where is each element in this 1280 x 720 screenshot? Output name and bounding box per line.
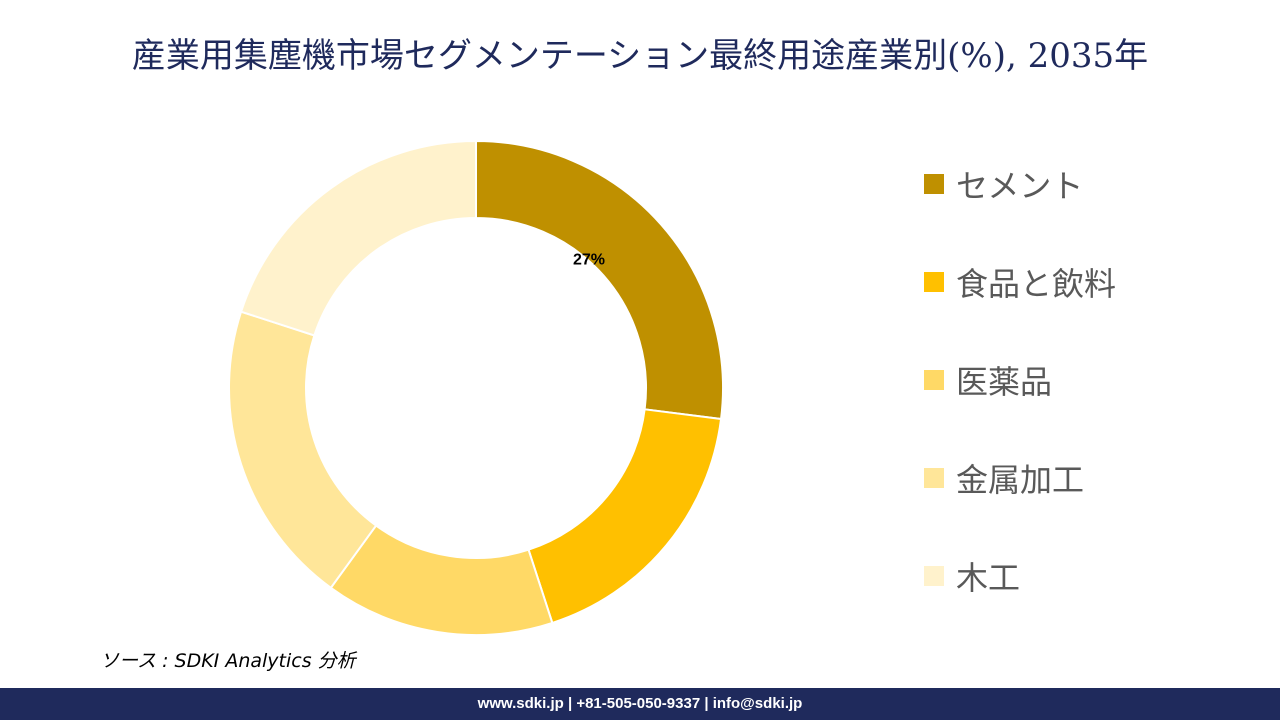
donut-slice-food-beverage	[527, 408, 723, 625]
legend-swatch-food-beverage	[924, 272, 944, 292]
donut-slice-woodworking	[239, 139, 477, 337]
legend-item-metalworking: 金属加工	[924, 454, 1264, 502]
legend-item-woodworking: 木工	[924, 552, 1264, 600]
footer-contact-bar: www.sdki.jp | +81-505-050-9337 | info@sd…	[0, 688, 1280, 720]
source-note: ソース : SDKI Analytics 分析	[100, 650, 356, 672]
chart-title: 産業用集塵機市場セグメンテーション最終用途産業別(%), 2035年	[131, 36, 1149, 76]
donut-chart: 27%	[228, 139, 724, 636]
legend-label-cement: セメント	[956, 167, 1084, 205]
legend-swatch-woodworking	[924, 566, 944, 586]
donut-slice-cement	[475, 139, 724, 421]
chart-legend: セメント 食品と飲料 医薬品 金属加工 木工	[924, 160, 1264, 650]
legend-label-woodworking: 木工	[956, 559, 1021, 597]
legend-swatch-pharmaceutical	[924, 370, 944, 390]
legend-item-food-beverage: 食品と飲料	[924, 258, 1264, 306]
legend-swatch-cement	[924, 174, 944, 194]
data-label-cement: 27%	[573, 251, 605, 268]
legend-swatch-metalworking	[924, 468, 944, 488]
donut-slice-metalworking	[228, 310, 378, 590]
legend-label-pharmaceutical: 医薬品	[956, 363, 1053, 401]
legend-label-metalworking: 金属加工	[956, 461, 1085, 499]
legend-item-cement: セメント	[924, 160, 1264, 208]
legend-label-food-beverage: 食品と飲料	[956, 265, 1117, 303]
legend-item-pharmaceutical: 医薬品	[924, 356, 1264, 404]
